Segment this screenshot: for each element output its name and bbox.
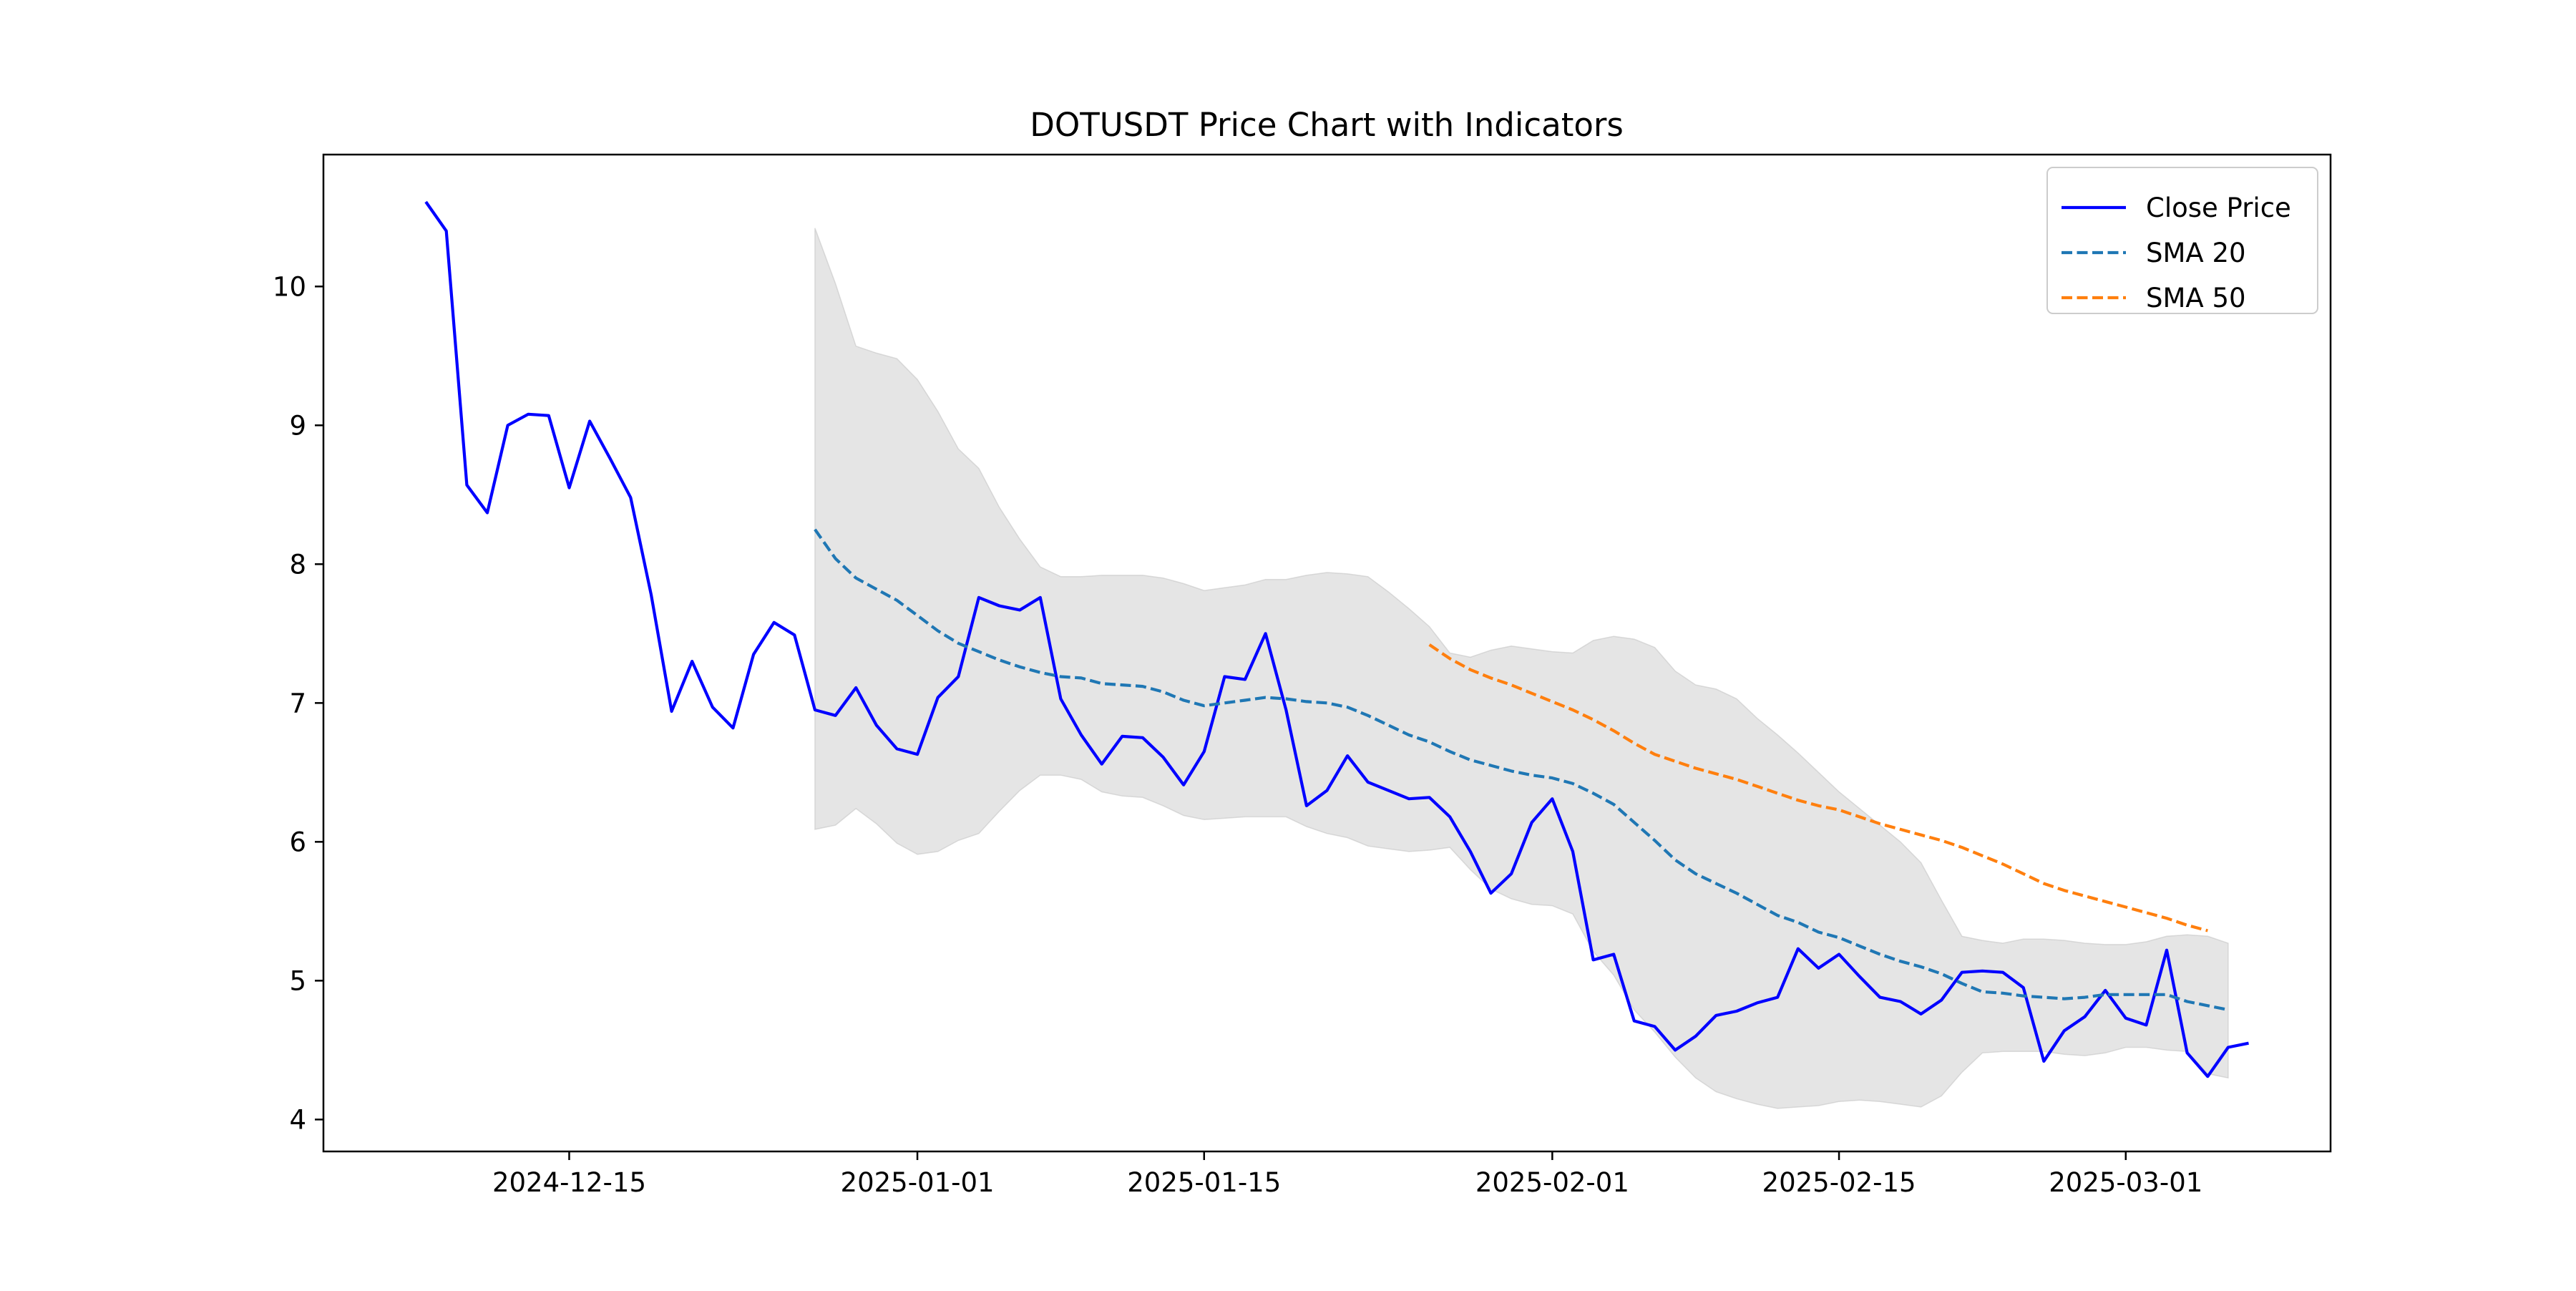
x-axis: 2024-12-15 2025-01-01 2025-01-15 2025-02-01… [492, 1151, 2202, 1198]
x-tick-label: 2024-12-15 [492, 1167, 646, 1198]
y-tick-label: 9 [289, 410, 306, 441]
y-tick-label: 8 [289, 549, 306, 580]
x-tick-label: 2025-01-01 [841, 1167, 995, 1198]
series-line-sma-50 [1428, 643, 2208, 932]
series-line-sma-20 [814, 528, 2229, 1012]
plot-area-frame [322, 153, 2332, 1153]
bollinger-band [814, 228, 2229, 1109]
legend-box [2046, 167, 2318, 314]
legend-label: Close Price [2146, 193, 2291, 223]
y-tick-label: 5 [289, 965, 306, 996]
x-tick-label: 2025-02-15 [1762, 1167, 1916, 1198]
y-axis: 4 5 6 7 8 9 10 [273, 271, 323, 1135]
series-layer [424, 200, 2249, 1078]
y-tick-label: 6 [289, 827, 306, 857]
bollinger-band-layer [814, 228, 2229, 1109]
y-tick-label: 7 [289, 688, 306, 718]
legend-label: SMA 50 [2146, 283, 2246, 313]
x-tick-label: 2025-03-01 [2049, 1167, 2202, 1198]
y-tick-label: 4 [289, 1104, 306, 1135]
legend-label: SMA 20 [2146, 238, 2246, 268]
y-tick-label: 10 [273, 271, 306, 302]
legend: Close Price SMA 20 SMA 50 [2046, 167, 2318, 314]
x-tick-label: 2025-02-01 [1475, 1167, 1629, 1198]
x-tick-label: 2025-01-15 [1127, 1167, 1281, 1198]
chart-title: DOTUSDT Price Chart with Indicators [1030, 106, 1624, 144]
series-line-close-price [424, 200, 2249, 1078]
